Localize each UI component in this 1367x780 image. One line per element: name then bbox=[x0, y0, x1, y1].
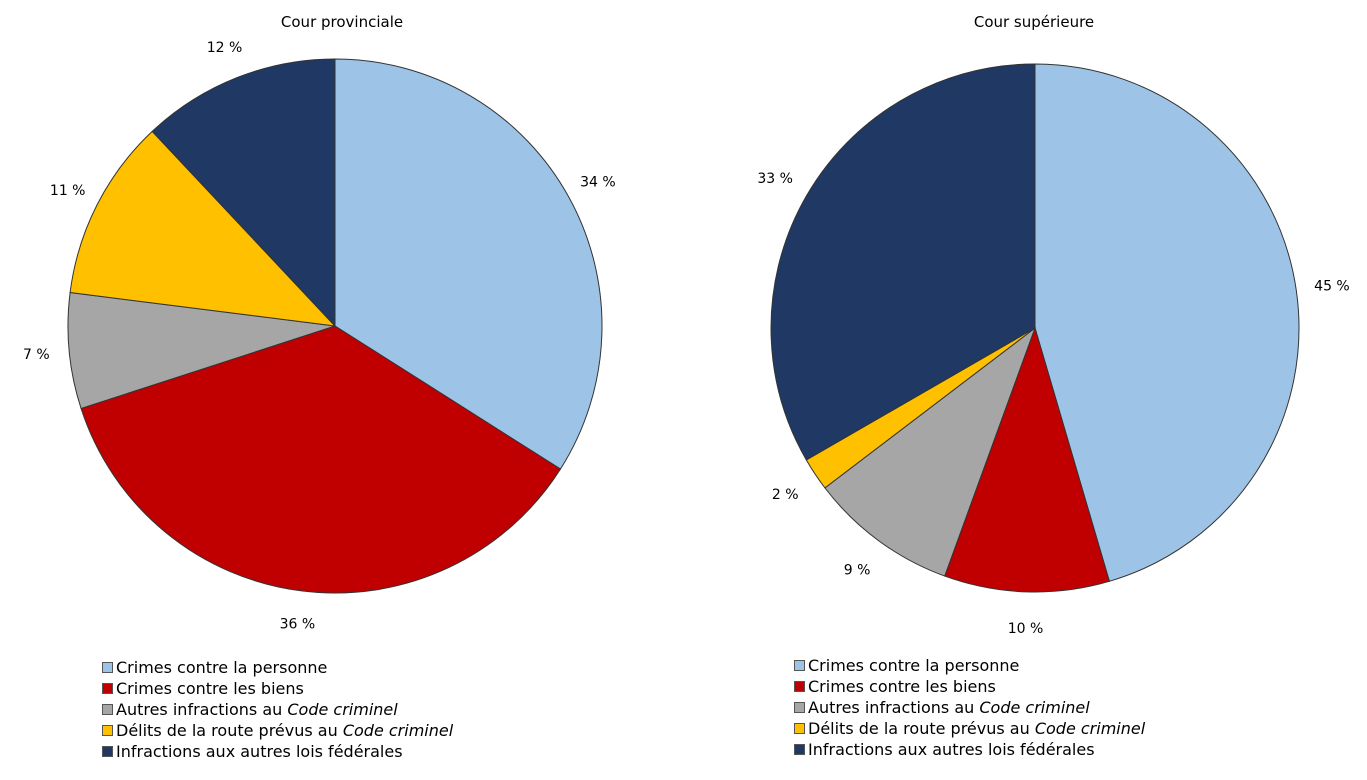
legend-swatch bbox=[102, 746, 113, 757]
chart-cour-provinciale: Cour provinciale 34 % 36 % 7 % 11 % 12 % Cri… bbox=[23, 13, 616, 762]
legend-item-route: Délits de la route prévus au Code crimin… bbox=[102, 720, 453, 741]
pie-chart: 34 % 36 % 7 % 11 % 12 % bbox=[23, 40, 616, 633]
slice-data-label: 9 % bbox=[844, 563, 871, 579]
slice-data-label: 36 % bbox=[280, 617, 316, 633]
legend-swatch bbox=[794, 681, 805, 692]
legend-swatch bbox=[102, 725, 113, 736]
slice-data-label: 34 % bbox=[580, 174, 616, 190]
legend-swatch bbox=[794, 702, 805, 713]
pie-chart: 45 % 10 % 9 % 2 % 33 % bbox=[757, 63, 1350, 637]
legend: Crimes contre la personne Crimes contre … bbox=[102, 657, 453, 762]
chart-title: Cour provinciale bbox=[280, 13, 404, 31]
slice-crimes-biens bbox=[944, 326, 1110, 593]
legend-item-personne: Crimes contre la personne bbox=[102, 657, 453, 678]
slice-data-label: 7 % bbox=[23, 347, 50, 363]
slice-crimes-biens bbox=[80, 325, 562, 594]
legend-item-personne: Crimes contre la personne bbox=[794, 655, 1145, 676]
legend-swatch bbox=[794, 660, 805, 671]
legend-item-federales: Infractions aux autres lois fédérales bbox=[102, 741, 453, 762]
slice-autres-lois-federales bbox=[151, 58, 336, 328]
slice-data-label: 10 % bbox=[1008, 621, 1044, 637]
slice-crimes-personne bbox=[334, 58, 603, 470]
legend-item-autres: Autres infractions au Code criminel bbox=[102, 699, 453, 720]
chart-cour-superieure: Cour supérieure 45 % 10 % 9 % 2 % 33 % Crime… bbox=[700, 0, 1367, 780]
legend-item-autres: Autres infractions au Code criminel bbox=[794, 697, 1145, 718]
legend-swatch bbox=[794, 723, 805, 734]
legend: Crimes contre la personne Crimes contre … bbox=[794, 655, 1145, 760]
legend-swatch bbox=[102, 662, 113, 673]
slice-autres-lois-federales bbox=[770, 63, 1036, 461]
slice-crimes-personne bbox=[1034, 63, 1300, 582]
legend-swatch bbox=[102, 704, 113, 715]
slice-data-label: 45 % bbox=[1314, 278, 1350, 294]
slice-data-label: 2 % bbox=[772, 487, 799, 503]
slice-autres-infractions bbox=[824, 326, 1037, 577]
slice-data-label: 12 % bbox=[207, 40, 243, 56]
slice-delits-route bbox=[69, 130, 337, 327]
legend-item-route: Délits de la route prévus au Code crimin… bbox=[794, 718, 1145, 739]
legend-item-biens: Crimes contre les biens bbox=[794, 676, 1145, 697]
legend-swatch bbox=[102, 683, 113, 694]
legend-item-federales: Infractions aux autres lois fédérales bbox=[794, 739, 1145, 760]
legend-item-biens: Crimes contre les biens bbox=[102, 678, 453, 699]
chart-title: Cour supérieure bbox=[973, 13, 1095, 31]
slice-data-label: 11 % bbox=[50, 183, 86, 199]
slice-autres-infractions bbox=[67, 291, 336, 410]
slice-data-label: 33 % bbox=[757, 171, 793, 187]
legend-swatch bbox=[794, 744, 805, 755]
